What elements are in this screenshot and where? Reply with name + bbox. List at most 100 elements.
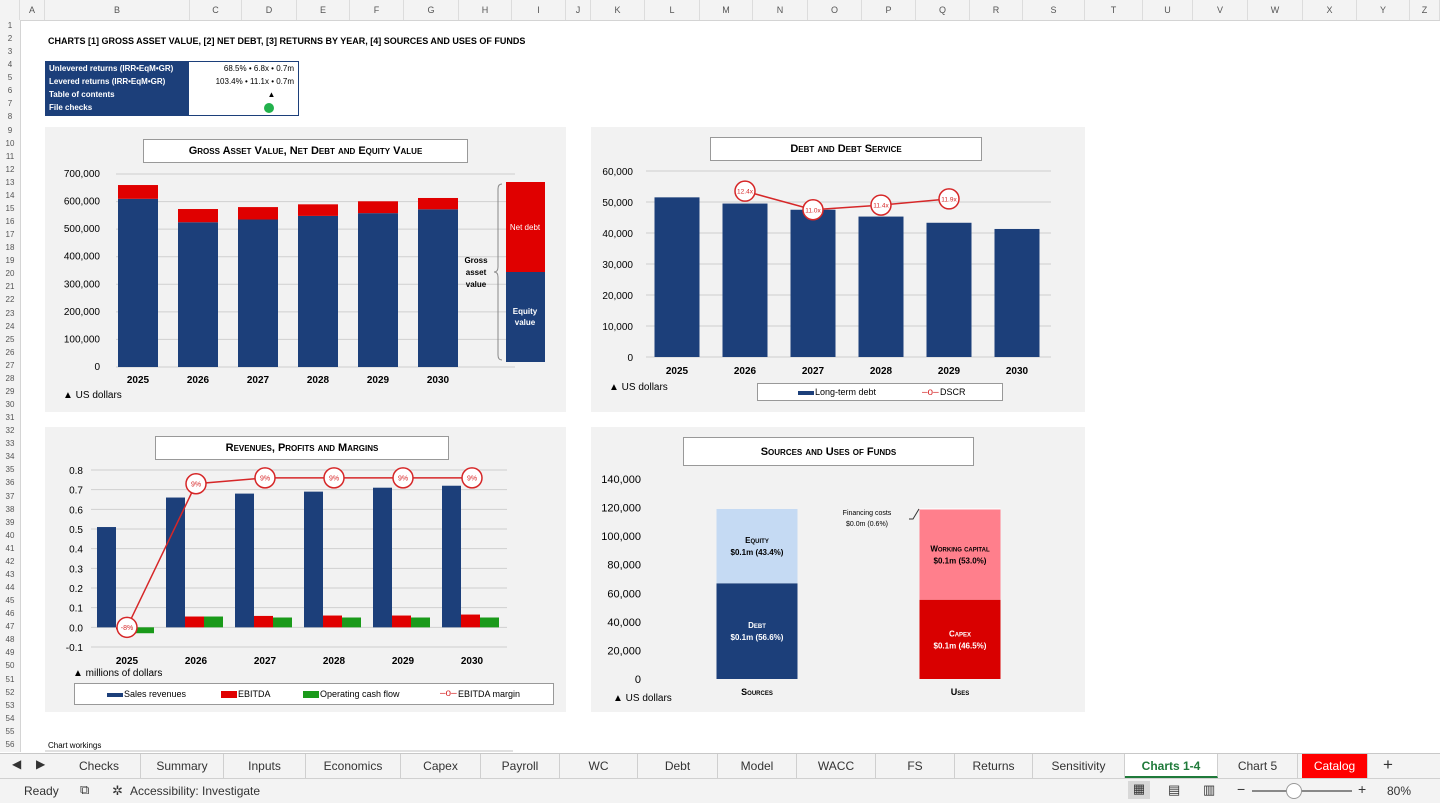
row-header-2[interactable]: 2 bbox=[7, 34, 13, 44]
column-header-p[interactable]: P bbox=[862, 0, 916, 20]
zoom-in-icon[interactable]: + bbox=[1358, 781, 1367, 797]
chart4-panel[interactable]: Sources and Uses of Funds 140,000 120,000… bbox=[591, 427, 1085, 712]
column-header-o[interactable]: O bbox=[808, 0, 862, 20]
tab-checks[interactable]: Checks bbox=[58, 754, 141, 778]
tab-scroll-right-icon[interactable]: ▶ bbox=[36, 757, 46, 771]
column-header-i[interactable]: I bbox=[512, 0, 566, 20]
row-header-43[interactable]: 43 bbox=[5, 569, 15, 579]
row-header-22[interactable]: 22 bbox=[5, 295, 15, 305]
tab-inputs[interactable]: Inputs bbox=[224, 754, 306, 778]
row-header-8[interactable]: 8 bbox=[7, 112, 13, 122]
row-header-11[interactable]: 11 bbox=[5, 151, 15, 161]
tab-scroll-left-icon[interactable]: ◀ bbox=[12, 757, 22, 771]
column-header-j[interactable]: J bbox=[566, 0, 591, 20]
tab-capex[interactable]: Capex bbox=[401, 754, 481, 778]
status-accessibility[interactable]: Accessibility: Investigate bbox=[130, 784, 261, 798]
row-header-20[interactable]: 20 bbox=[5, 269, 15, 279]
tab-returns[interactable]: Returns bbox=[955, 754, 1033, 778]
zoom-slider-track[interactable] bbox=[1252, 790, 1352, 792]
row-header-14[interactable]: 14 bbox=[5, 190, 15, 200]
tab-wacc[interactable]: WACC bbox=[797, 754, 876, 778]
zoom-level[interactable]: 80% bbox=[1387, 784, 1412, 798]
toc-link-icon[interactable]: ▲ bbox=[267, 90, 276, 99]
row-header-36[interactable]: 36 bbox=[5, 478, 15, 488]
row-header-31[interactable]: 31 bbox=[5, 413, 15, 423]
row-header-7[interactable]: 7 bbox=[7, 99, 13, 109]
column-header-n[interactable]: N bbox=[753, 0, 808, 20]
row-header-17[interactable]: 17 bbox=[5, 230, 15, 240]
normal-view-icon[interactable]: ▦ bbox=[1128, 781, 1150, 799]
column-header-h[interactable]: H bbox=[459, 0, 512, 20]
column-header-a[interactable]: A bbox=[20, 0, 45, 20]
row-header-21[interactable]: 21 bbox=[5, 282, 15, 292]
chart1-panel[interactable]: Gross Asset Value, Net Debt and Equity V… bbox=[45, 127, 566, 412]
row-header-32[interactable]: 32 bbox=[5, 426, 15, 436]
row-header-16[interactable]: 16 bbox=[5, 217, 15, 227]
row-header-10[interactable]: 10 bbox=[5, 138, 15, 148]
tab-catalog[interactable]: Catalog bbox=[1302, 754, 1368, 778]
row-header-39[interactable]: 39 bbox=[5, 517, 15, 527]
row-header-48[interactable]: 48 bbox=[5, 635, 15, 645]
tab-economics[interactable]: Economics bbox=[306, 754, 401, 778]
row-header-26[interactable]: 26 bbox=[5, 347, 15, 357]
chart2-panel[interactable]: Debt and Debt Service 60,000 50,000 40,000… bbox=[591, 127, 1085, 412]
accessibility-icon[interactable]: ✲ bbox=[112, 783, 123, 798]
column-header-g[interactable]: G bbox=[404, 0, 459, 20]
select-all-corner[interactable] bbox=[0, 0, 20, 20]
row-header-49[interactable]: 49 bbox=[5, 648, 15, 658]
row-header-25[interactable]: 25 bbox=[5, 334, 15, 344]
column-header-c[interactable]: C bbox=[190, 0, 242, 20]
row-header-54[interactable]: 54 bbox=[5, 713, 15, 723]
column-header-u[interactable]: U bbox=[1143, 0, 1193, 20]
row-header-51[interactable]: 51 bbox=[5, 674, 15, 684]
row-header-41[interactable]: 41 bbox=[5, 543, 15, 553]
row-header-27[interactable]: 27 bbox=[5, 360, 15, 370]
row-header-40[interactable]: 40 bbox=[5, 530, 15, 540]
column-header-d[interactable]: D bbox=[242, 0, 297, 20]
row-header-13[interactable]: 13 bbox=[5, 177, 15, 187]
row-header-38[interactable]: 38 bbox=[5, 504, 15, 514]
column-header-q[interactable]: Q bbox=[916, 0, 970, 20]
row-header-9[interactable]: 9 bbox=[7, 125, 13, 135]
column-header-z[interactable]: Z bbox=[1410, 0, 1440, 20]
row-header-34[interactable]: 34 bbox=[5, 452, 15, 462]
macro-record-icon[interactable]: ⧉ bbox=[80, 782, 90, 797]
page-layout-view-icon[interactable]: ▤ bbox=[1168, 782, 1181, 797]
row-header-35[interactable]: 35 bbox=[5, 465, 15, 475]
column-header-f[interactable]: F bbox=[350, 0, 404, 20]
row-header-37[interactable]: 37 bbox=[5, 491, 15, 501]
row-header-56[interactable]: 56 bbox=[5, 739, 15, 749]
column-header-b[interactable]: B bbox=[45, 0, 190, 20]
row-header-3[interactable]: 3 bbox=[7, 47, 13, 57]
row-header-23[interactable]: 23 bbox=[5, 308, 15, 318]
tab-charts-1-4[interactable]: Charts 1-4 bbox=[1125, 754, 1218, 778]
tab-model[interactable]: Model bbox=[718, 754, 797, 778]
chart3-panel[interactable]: Revenues, Profits and Margins 0.8 0.7 0.6 0… bbox=[45, 427, 566, 712]
row-header-12[interactable]: 12 bbox=[5, 164, 15, 174]
row-header-30[interactable]: 30 bbox=[5, 400, 15, 410]
row-header-28[interactable]: 28 bbox=[5, 373, 15, 383]
row-header-18[interactable]: 18 bbox=[5, 243, 15, 253]
row-header-46[interactable]: 46 bbox=[5, 609, 15, 619]
row-header-42[interactable]: 42 bbox=[5, 556, 15, 566]
tab-summary[interactable]: Summary bbox=[141, 754, 224, 778]
tab-wc[interactable]: WC bbox=[560, 754, 638, 778]
row-header-1[interactable]: 1 bbox=[7, 21, 13, 30]
row-header-44[interactable]: 44 bbox=[5, 583, 15, 592]
column-header-s[interactable]: S bbox=[1023, 0, 1085, 20]
row-header-19[interactable]: 19 bbox=[5, 256, 15, 266]
column-header-l[interactable]: L bbox=[645, 0, 700, 20]
column-header-y[interactable]: Y bbox=[1357, 0, 1410, 20]
zoom-out-icon[interactable]: − bbox=[1237, 781, 1246, 797]
row-header-45[interactable]: 45 bbox=[5, 596, 15, 606]
row-header-24[interactable]: 24 bbox=[5, 321, 15, 331]
tab-fs[interactable]: FS bbox=[876, 754, 955, 778]
row-header-47[interactable]: 47 bbox=[5, 622, 15, 632]
row-header-53[interactable]: 53 bbox=[5, 700, 15, 710]
column-header-r[interactable]: R bbox=[970, 0, 1023, 20]
tab-debt[interactable]: Debt bbox=[638, 754, 718, 778]
row-header-52[interactable]: 52 bbox=[5, 687, 15, 697]
row-header-4[interactable]: 4 bbox=[7, 60, 13, 70]
row-header-33[interactable]: 33 bbox=[5, 439, 15, 449]
page-break-view-icon[interactable]: ▥ bbox=[1203, 782, 1216, 797]
